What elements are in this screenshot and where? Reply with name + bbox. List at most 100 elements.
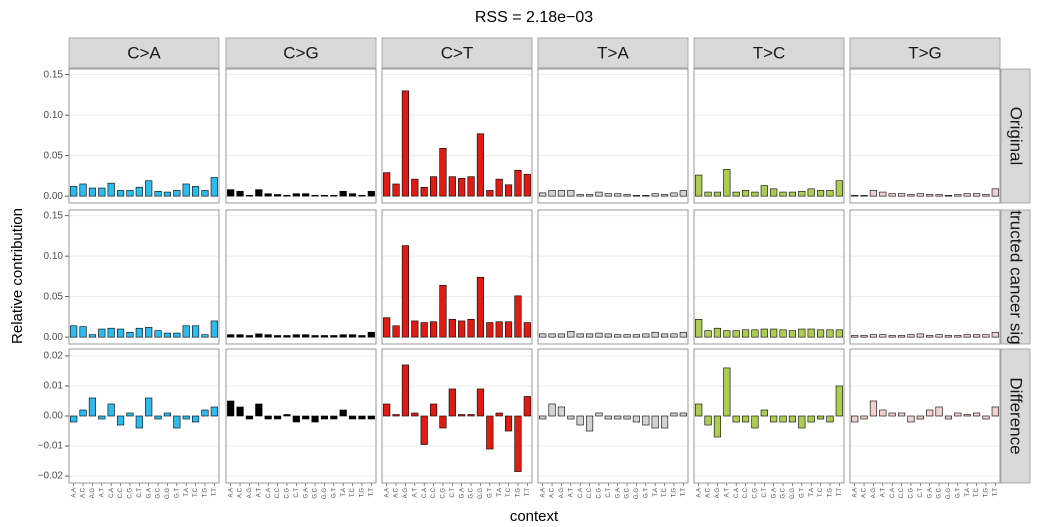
bar xyxy=(851,415,859,423)
y-tick-label: 0.10 xyxy=(44,251,64,262)
x-tick-label: C.T xyxy=(606,488,612,498)
bar xyxy=(982,194,990,197)
bar xyxy=(585,415,594,432)
y-tick-label: 0.10 xyxy=(44,110,64,121)
bar xyxy=(302,415,310,420)
x-tick-label: T.T xyxy=(681,488,687,497)
column-strip-label: T>G xyxy=(908,43,942,62)
bar xyxy=(292,415,300,423)
bar xyxy=(348,193,357,197)
x-tick-label: A.C xyxy=(550,487,556,498)
bar xyxy=(107,403,115,417)
bar xyxy=(807,188,815,197)
bar xyxy=(88,187,97,197)
bar xyxy=(963,334,971,338)
x-tick-label: A.C xyxy=(862,487,868,498)
bar xyxy=(367,331,375,338)
x-tick-label: A.G xyxy=(871,488,877,499)
bar xyxy=(154,330,162,338)
panel-border xyxy=(537,209,689,345)
bar xyxy=(495,321,503,338)
bar xyxy=(982,334,990,338)
bar xyxy=(245,335,254,338)
bar xyxy=(695,403,703,417)
x-tick-label: G.A xyxy=(771,488,777,498)
bar xyxy=(539,333,547,338)
bar xyxy=(642,195,650,197)
x-tick-label: G.T xyxy=(487,488,493,498)
bar xyxy=(548,333,556,338)
y-tick-label: −0.01 xyxy=(38,441,64,452)
x-tick-label: A.G xyxy=(559,488,565,499)
x-tick-label: G.A xyxy=(459,488,465,498)
bar xyxy=(79,409,87,417)
bar xyxy=(557,190,566,197)
bar xyxy=(358,335,366,338)
bar xyxy=(439,284,447,338)
bar xyxy=(70,415,78,423)
bar xyxy=(135,327,143,338)
bar xyxy=(210,406,218,417)
x-tick-label: T.G xyxy=(984,488,990,498)
panel-border xyxy=(68,209,220,345)
bar xyxy=(504,415,513,432)
chart-title: RSS = 2.18e−03 xyxy=(475,9,593,26)
column-strip-label: T>A xyxy=(597,43,629,62)
bar xyxy=(70,186,78,197)
panel-border xyxy=(381,348,533,484)
bar xyxy=(557,333,566,338)
x-tick-label: T.C xyxy=(350,487,356,497)
bar xyxy=(869,190,878,197)
bar xyxy=(770,188,778,197)
x-tick-label: T.G xyxy=(203,488,209,498)
bar xyxy=(723,169,731,197)
bar xyxy=(751,415,759,429)
panel-border xyxy=(225,348,377,484)
x-tick-label: A.T xyxy=(880,488,886,498)
panel-border xyxy=(849,209,1001,345)
bar xyxy=(523,396,531,417)
panel xyxy=(226,210,376,344)
bar xyxy=(704,415,712,426)
bar xyxy=(770,415,778,423)
bar xyxy=(798,190,806,197)
bar xyxy=(954,194,962,197)
x-tick-label: A.A xyxy=(71,488,77,498)
bar xyxy=(972,193,981,197)
bar xyxy=(126,331,134,338)
bar xyxy=(88,334,97,338)
x-tick-label: C.A xyxy=(734,488,740,498)
bar xyxy=(704,191,712,197)
bar xyxy=(751,191,759,197)
bar xyxy=(926,194,934,197)
x-tick-label: G.G xyxy=(634,488,640,499)
x-tick-label: T.C xyxy=(974,487,980,497)
row-strip-label: Difference xyxy=(1007,377,1026,454)
bar xyxy=(779,329,787,338)
bar xyxy=(954,335,962,338)
panel xyxy=(850,69,1000,203)
y-tick-label: 0.00 xyxy=(44,191,64,202)
bar xyxy=(670,192,678,197)
bar xyxy=(954,412,962,417)
x-tick-label: T.G xyxy=(360,488,366,498)
bar xyxy=(713,415,722,438)
bar xyxy=(320,415,329,420)
column-strip xyxy=(381,37,533,69)
bar xyxy=(383,403,391,417)
bar xyxy=(651,331,659,338)
x-tick-label: G.G xyxy=(478,488,484,499)
bar xyxy=(651,193,659,197)
bar xyxy=(154,190,162,197)
bar xyxy=(816,415,825,420)
bar xyxy=(236,190,244,197)
bar xyxy=(264,334,272,338)
bar xyxy=(292,193,300,197)
bar xyxy=(660,333,669,338)
bar xyxy=(982,415,990,420)
bar xyxy=(604,333,612,338)
bar xyxy=(348,415,357,420)
bar xyxy=(448,319,456,338)
x-tick-label: C.G xyxy=(128,488,134,499)
